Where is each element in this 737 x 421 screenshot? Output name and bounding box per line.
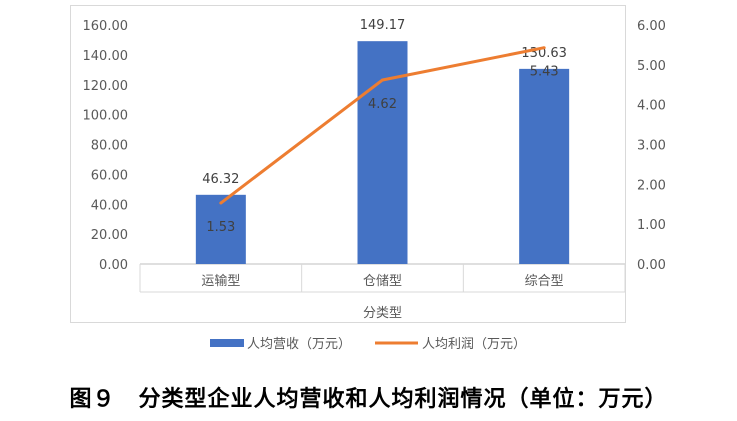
- left-axis-tick-label: 20.00: [91, 228, 128, 243]
- bar-data-label: 46.32: [202, 172, 239, 187]
- category-label: 运输型: [201, 273, 240, 289]
- left-axis-tick-label: 140.00: [83, 49, 129, 64]
- left-axis-tick-label: 100.00: [83, 109, 129, 124]
- bar: [519, 68, 570, 265]
- right-axis-tick-label: 6.00: [637, 19, 666, 34]
- right-axis-tick-label: 4.00: [637, 99, 666, 114]
- x-axis-title: 分类型: [363, 306, 402, 321]
- left-axis-tick-label: 160.00: [83, 19, 129, 34]
- line-data-label: 5.43: [530, 65, 559, 80]
- right-axis-tick-label: 3.00: [637, 139, 666, 154]
- left-axis-tick-label: 120.00: [83, 79, 129, 94]
- category-label: 仓储型: [363, 274, 402, 289]
- bar-data-label: 149.17: [360, 18, 406, 33]
- line-data-label: 1.53: [206, 220, 235, 235]
- bar: [357, 41, 408, 265]
- legend-swatch-revenue: [210, 339, 244, 347]
- right-axis-ticks: 0.00 1.00 2.00 3.00 4.00 5.00 6.00: [637, 19, 666, 273]
- right-axis-tick-label: 1.00: [637, 218, 666, 233]
- right-axis-tick-label: 0.00: [637, 258, 666, 273]
- left-axis-tick-label: 60.00: [91, 168, 128, 183]
- category-label: 综合型: [525, 274, 564, 289]
- line-point: [219, 201, 223, 205]
- line-point: [542, 46, 546, 50]
- category-separators: [139, 264, 626, 293]
- legend-label-revenue: 人均营收（万元）: [247, 337, 351, 352]
- category-labels: 运输型 仓储型 综合型: [201, 273, 563, 289]
- line-point: [381, 78, 384, 82]
- left-axis-tick-label: 80.00: [91, 139, 128, 154]
- line-series: 1.53 4.62 5.43: [206, 46, 559, 235]
- legend: 人均营收（万元） 人均利润（万元）: [210, 337, 526, 352]
- left-axis-ticks: 0.00 20.00 40.00 60.00 80.00 100.00 120.00 140.…: [83, 19, 129, 273]
- combo-chart: 0.00 20.00 40.00 60.00 80.00 100.00 120.00 140.…: [83, 18, 666, 352]
- figure-caption: 图９ 分类型企业人均营收和人均利润情况（单位：万元）: [69, 386, 668, 412]
- right-axis-tick-label: 5.00: [637, 59, 666, 74]
- chart-frame: [70, 5, 626, 323]
- legend-label-profit: 人均利润（万元）: [422, 337, 526, 352]
- line-data-label: 4.62: [368, 97, 397, 112]
- bar: [195, 194, 246, 264]
- left-axis-tick-label: 0.00: [99, 258, 128, 273]
- left-axis-tick-label: 40.00: [91, 198, 128, 213]
- right-axis-tick-label: 2.00: [637, 178, 666, 193]
